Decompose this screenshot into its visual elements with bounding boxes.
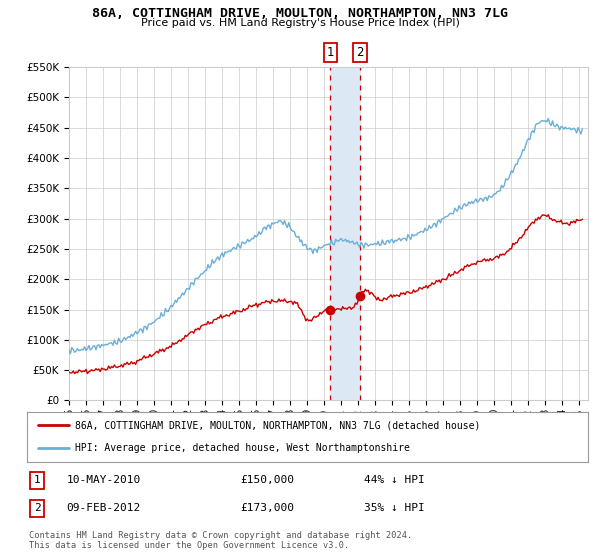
Text: £173,000: £173,000 xyxy=(240,503,294,514)
Text: Contains HM Land Registry data © Crown copyright and database right 2024.
This d: Contains HM Land Registry data © Crown c… xyxy=(29,531,412,550)
Text: 1: 1 xyxy=(326,46,334,59)
Text: 09-FEB-2012: 09-FEB-2012 xyxy=(66,503,140,514)
Text: 2: 2 xyxy=(34,503,40,514)
Text: 35% ↓ HPI: 35% ↓ HPI xyxy=(364,503,424,514)
Text: Price paid vs. HM Land Registry's House Price Index (HPI): Price paid vs. HM Land Registry's House … xyxy=(140,18,460,28)
Text: 2: 2 xyxy=(356,46,364,59)
Text: 44% ↓ HPI: 44% ↓ HPI xyxy=(364,475,424,486)
Text: 86A, COTTINGHAM DRIVE, MOULTON, NORTHAMPTON, NN3 7LG: 86A, COTTINGHAM DRIVE, MOULTON, NORTHAMP… xyxy=(92,7,508,20)
Text: 1: 1 xyxy=(34,475,40,486)
Text: 86A, COTTINGHAM DRIVE, MOULTON, NORTHAMPTON, NN3 7LG (detached house): 86A, COTTINGHAM DRIVE, MOULTON, NORTHAMP… xyxy=(74,420,480,430)
Bar xyxy=(331,67,360,400)
Text: 10-MAY-2010: 10-MAY-2010 xyxy=(66,475,140,486)
Text: HPI: Average price, detached house, West Northamptonshire: HPI: Average price, detached house, West… xyxy=(74,444,410,454)
Text: £150,000: £150,000 xyxy=(240,475,294,486)
